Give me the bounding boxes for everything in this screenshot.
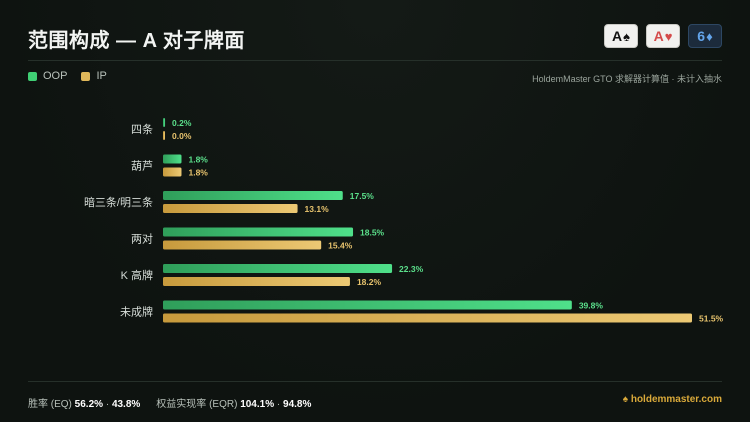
category-label: 未成牌: [120, 305, 153, 319]
data-label-ip: 0.0%: [172, 131, 192, 141]
spade-icon: ♠: [622, 394, 629, 405]
bar-oop: [163, 300, 572, 310]
card-rank: A: [653, 28, 664, 44]
bar-ip: [163, 277, 350, 286]
brand-link[interactable]: ♠ holdemmaster.com: [623, 394, 722, 405]
bar-ip: [163, 204, 298, 213]
category-label: 葫芦: [131, 160, 153, 173]
category-label: 暗三条/明三条: [84, 195, 153, 209]
bar-ip: [163, 167, 182, 177]
board-card-3: 6 ♦: [688, 24, 722, 48]
diamond-icon: ♦: [706, 28, 713, 44]
footer-divider: [28, 381, 722, 382]
bar-oop: [163, 118, 166, 127]
footer-stats: 胜率 (EQ) 56.2% · 43.8% 权益实现率 (EQR) 104.1%…: [28, 395, 311, 410]
data-label-oop: 1.8%: [188, 155, 208, 165]
brand-label: holdemmaster.com: [630, 394, 722, 405]
card-rank: 6: [697, 28, 706, 44]
data-label-oop: 22.3%: [399, 264, 424, 274]
data-label-oop: 17.5%: [350, 191, 375, 201]
bar-oop: [163, 191, 343, 200]
data-label-ip: 51.5%: [699, 314, 724, 324]
eqr-oop: 104.1%: [240, 399, 275, 410]
data-label-ip: 13.1%: [305, 204, 330, 214]
legend-swatch-oop: [28, 71, 37, 81]
category-label: 四条: [131, 122, 153, 136]
eqr-separator: ·: [276, 399, 281, 410]
equity-separator: ·: [105, 399, 110, 410]
data-label-ip: 18.2%: [357, 277, 382, 287]
category-label: K 高牌: [121, 268, 153, 282]
eqr-stat: 权益实现率 (EQR) 104.1% · 94.8%: [156, 395, 311, 410]
bar-oop: [163, 227, 354, 237]
chart-title: 范围构成 — A 对子牌面: [28, 30, 245, 52]
legend-item-oop: OOP: [28, 70, 67, 82]
bar-ip: [163, 131, 165, 140]
header-divider: [28, 60, 722, 61]
data-label-oop: 0.2%: [172, 118, 192, 128]
card-rank: A: [611, 28, 623, 44]
board-cards: A ♠ A ♥ 6 ♦: [604, 24, 722, 48]
data-label-ip: 15.4%: [328, 241, 353, 251]
legend-item-ip: IP: [81, 70, 107, 82]
bar-ip: [163, 313, 692, 323]
bar-oop: [163, 154, 182, 164]
legend-label-oop: OOP: [43, 70, 68, 82]
legend: OOP IP: [28, 70, 107, 82]
bar-ip: [163, 240, 322, 250]
equity-oop: 56.2%: [74, 399, 104, 410]
bar-oop: [163, 264, 393, 273]
legend-label-ip: IP: [96, 70, 107, 82]
board-card-2: A ♥: [646, 24, 680, 48]
equity-ip: 43.8%: [111, 399, 141, 410]
data-label-oop: 18.5%: [360, 228, 385, 238]
equity-stat: 胜率 (EQ) 56.2% · 43.8%: [28, 395, 140, 410]
board-card-1: A ♠: [604, 24, 638, 48]
data-label-oop: 39.8%: [579, 301, 604, 311]
eqr-ip: 94.8%: [283, 399, 312, 410]
spade-icon: ♠: [623, 28, 631, 44]
category-label: 两对: [131, 232, 153, 246]
data-label-ip: 1.8%: [188, 168, 208, 178]
equity-label: 胜率 (EQ): [28, 399, 72, 410]
heart-icon: ♥: [664, 28, 673, 44]
legend-swatch-ip: [81, 71, 91, 81]
source-note: HoldemMaster GTO 求解器计算值 · 未计入抽水: [532, 74, 722, 84]
eqr-label: 权益实现率 (EQR): [156, 399, 238, 410]
